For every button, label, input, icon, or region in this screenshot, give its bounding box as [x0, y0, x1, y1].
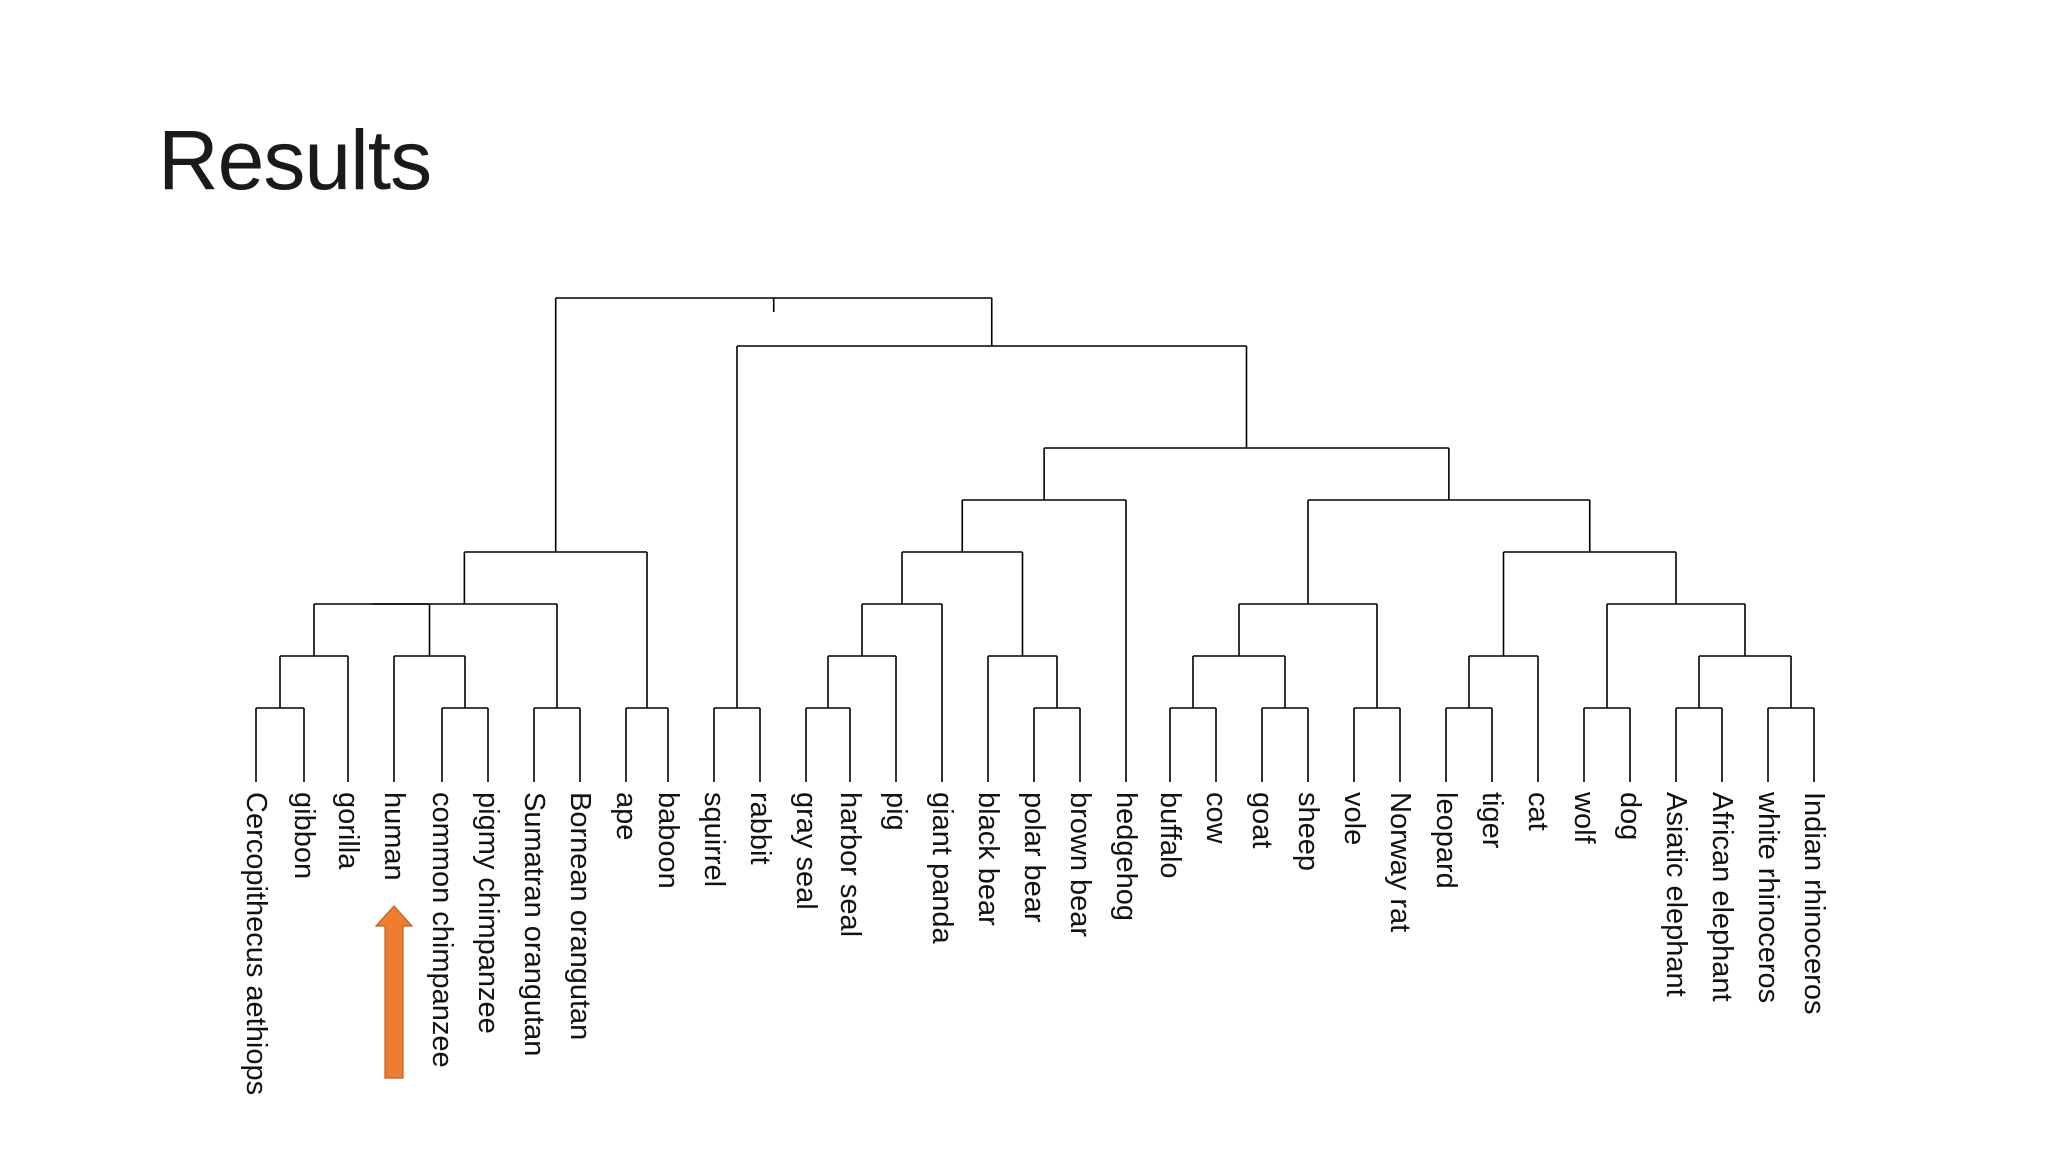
leaf-label: cat	[1522, 792, 1554, 831]
leaf-label: buffalo	[1154, 792, 1186, 879]
leaf-label: common chimpanzee	[426, 792, 458, 1068]
leaf-label: sheep	[1292, 792, 1324, 871]
leaf-label: gibbon	[288, 792, 320, 879]
up-arrow-icon	[374, 905, 414, 1079]
leaf-label: pig	[880, 792, 912, 831]
leaf-label: gray seal	[790, 792, 822, 910]
leaf-label: cow	[1200, 792, 1232, 845]
leaf-label: squirrel	[698, 792, 730, 887]
leaf-label: Indian rhinoceros	[1798, 792, 1830, 1014]
leaf-label: African elephant	[1706, 792, 1738, 1002]
leaf-label: harbor seal	[834, 792, 866, 937]
leaf-label: polar bear	[1018, 792, 1050, 923]
leaf-label: pigmy chimpanzee	[472, 792, 504, 1034]
leaf-label: tiger	[1476, 792, 1508, 849]
leaf-label: Cercopithecus aethiops	[240, 792, 272, 1095]
leaf-label: baboon	[652, 792, 684, 889]
leaf-label: Sumatran orangutan	[518, 792, 550, 1056]
leaf-label: Asiatic elephant	[1660, 792, 1692, 997]
dendrogram-branches	[255, 297, 1815, 782]
leaf-label: Norway rat	[1384, 792, 1416, 932]
leaf-label: giant panda	[926, 792, 958, 944]
leaf-label: goat	[1246, 792, 1278, 848]
leaf-label: human	[378, 792, 410, 881]
leaf-label: wolf	[1568, 791, 1600, 845]
leaf-label: dog	[1614, 792, 1646, 840]
leaf-label: rabbit	[744, 792, 776, 865]
dendrogram-leaf-labels: Cercopithecus aethiops gibbon gorilla human…	[240, 791, 1830, 1095]
leaf-label: brown bear	[1064, 792, 1096, 937]
slide-title: Results	[158, 113, 432, 207]
leaf-label: vole	[1338, 792, 1370, 845]
leaf-label: gorilla	[332, 792, 364, 870]
leaf-label: white rhinoceros	[1752, 791, 1784, 1003]
highlight-arrow-icon	[374, 905, 414, 1079]
leaf-label: hedgehog	[1110, 792, 1142, 921]
leaf-label: leopard	[1430, 792, 1462, 889]
leaf-label: ape	[610, 792, 642, 840]
leaf-label: black bear	[972, 792, 1004, 926]
leaf-label: Bornean orangutan	[564, 792, 596, 1040]
